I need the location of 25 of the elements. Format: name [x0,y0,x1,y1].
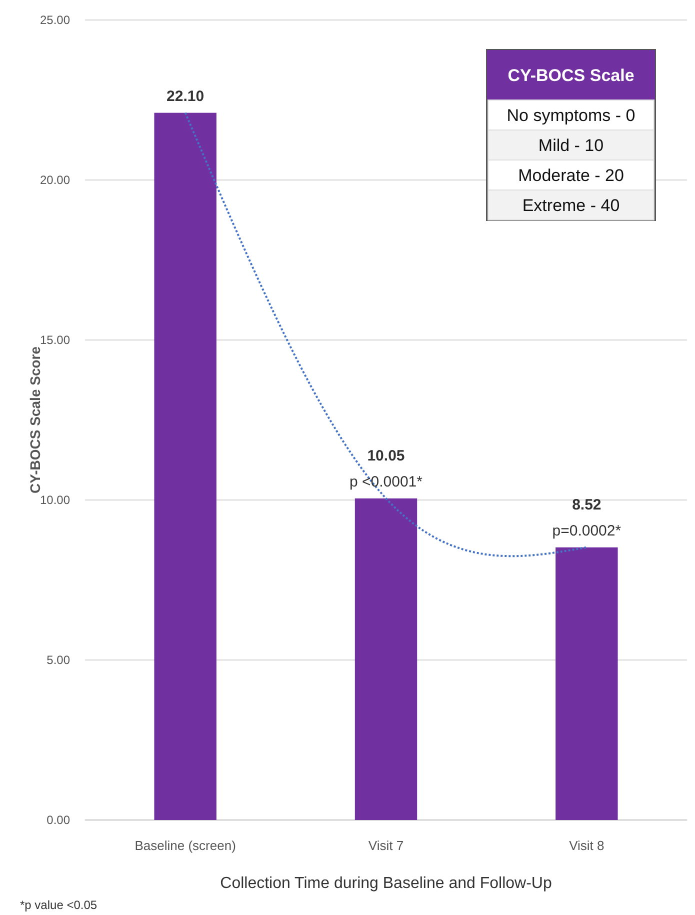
data-label: 8.52 [572,496,602,514]
x-tick-label: Baseline (screen) [134,838,236,853]
data-label: 22.10 [166,88,204,105]
y-tick-label: 0.00 [46,813,70,827]
bar [154,112,216,820]
y-tick-label: 20.00 [40,173,70,187]
bar [354,498,418,820]
x-tick-label: Visit 7 [368,838,404,853]
annotation: Mild - 10 [538,136,604,155]
y-tick-label: 25.00 [40,13,70,27]
annotation: p <0.0001* [350,473,423,490]
annotation: Moderate - 20 [518,166,624,185]
text: *p value <0.05 [20,898,98,912]
y-axis-title: CY-BOCS Scale Score [27,346,43,494]
y-tick-label: 10.00 [40,493,70,507]
bar [556,547,618,820]
annotation: p=0.0002* [552,522,622,540]
annotation: CY-BOCS Scale [508,66,634,85]
x-tick-label: Visit 8 [569,838,604,853]
y-tick-label: 5.00 [46,653,70,667]
annotation: Extreme - 40 [522,196,620,215]
y-tick-label: 15.00 [40,333,70,347]
data-label: 10.05 [367,447,405,464]
annotation: No symptoms - 0 [506,106,636,125]
x-axis-title: Collection Time during Baseline and Follow-Up [220,875,552,892]
